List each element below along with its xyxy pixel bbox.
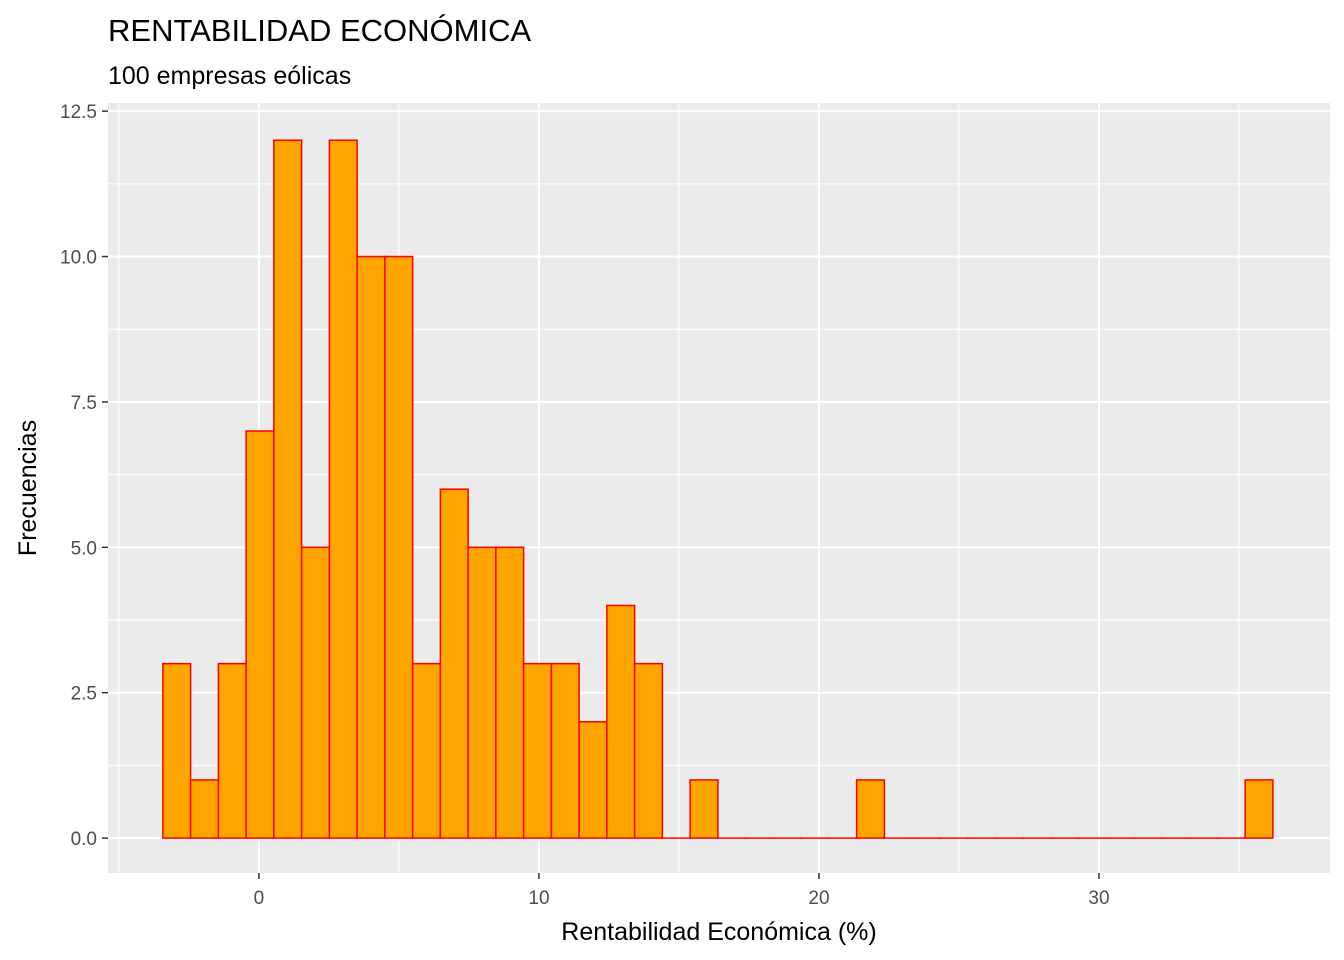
histogram-bar: [300, 546, 331, 839]
histogram-bar: [328, 139, 358, 839]
histogram-bar: [522, 662, 553, 839]
histogram-bar: [550, 662, 580, 839]
chart-subtitle: 100 empresas eólicas: [108, 62, 351, 90]
histogram-bar: [245, 430, 275, 839]
y-tick-label: 7.5: [71, 393, 97, 414]
histogram-bar: [495, 546, 525, 839]
y-tick-label: 2.5: [71, 684, 97, 705]
chart-title: RENTABILIDAD ECONÓMICA: [108, 13, 531, 48]
histogram-bar: [467, 546, 497, 839]
y-tick-label: 5.0: [71, 538, 97, 559]
histogram-bar: [1244, 779, 1274, 839]
x-tick-label: 20: [808, 888, 829, 909]
histogram-bar: [273, 139, 303, 839]
histogram-bar: [217, 662, 247, 839]
x-axis: 0 10 20 30: [254, 873, 1110, 909]
histogram-bar: [162, 662, 192, 839]
y-axis: 0.0 2.5 5.0 7.5 10.0 12.5: [60, 102, 108, 850]
histogram-bar: [439, 488, 469, 839]
y-tick-label: 10.0: [60, 248, 97, 269]
histogram-bar: [384, 255, 414, 839]
y-axis-label: Frecuencias: [14, 420, 42, 556]
x-tick-label: 0: [254, 888, 265, 909]
y-tick-label: 12.5: [60, 102, 97, 123]
histogram-bar: [189, 779, 220, 839]
histogram-bar: [356, 255, 386, 839]
x-tick-label: 30: [1088, 888, 1109, 909]
histogram-bar: [689, 779, 719, 839]
histogram-bar: [855, 779, 886, 839]
histogram-bar: [578, 721, 608, 839]
histogram-bar: [633, 662, 664, 839]
histogram-bars: [162, 139, 1274, 839]
y-tick-label: 0.0: [71, 829, 97, 850]
histogram-bar: [606, 604, 636, 839]
x-tick-label: 10: [528, 888, 549, 909]
histogram-bar: [411, 662, 442, 839]
x-axis-label: Rentabilidad Económica (%): [561, 918, 876, 946]
